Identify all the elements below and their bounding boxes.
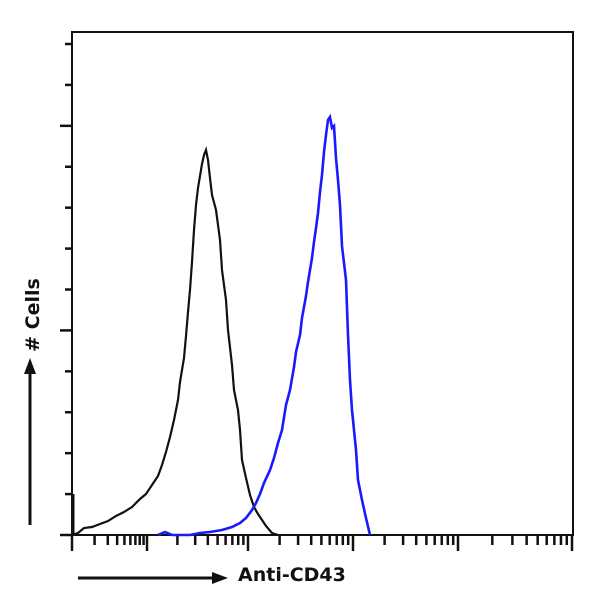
anti-cd43-histogram bbox=[157, 113, 372, 537]
plot-frame bbox=[71, 31, 574, 536]
isotype-control-histogram bbox=[71, 146, 279, 537]
x-axis-arrow bbox=[78, 572, 228, 584]
y-axis-ticks bbox=[60, 42, 72, 537]
y-axis-label-text: # Cells bbox=[22, 278, 44, 352]
x-axis-ticks bbox=[70, 535, 574, 551]
x-axis-label: Anti-CD43 bbox=[238, 564, 346, 586]
y-axis-arrow bbox=[24, 358, 36, 525]
y-axis-label: # Cells bbox=[18, 270, 48, 360]
